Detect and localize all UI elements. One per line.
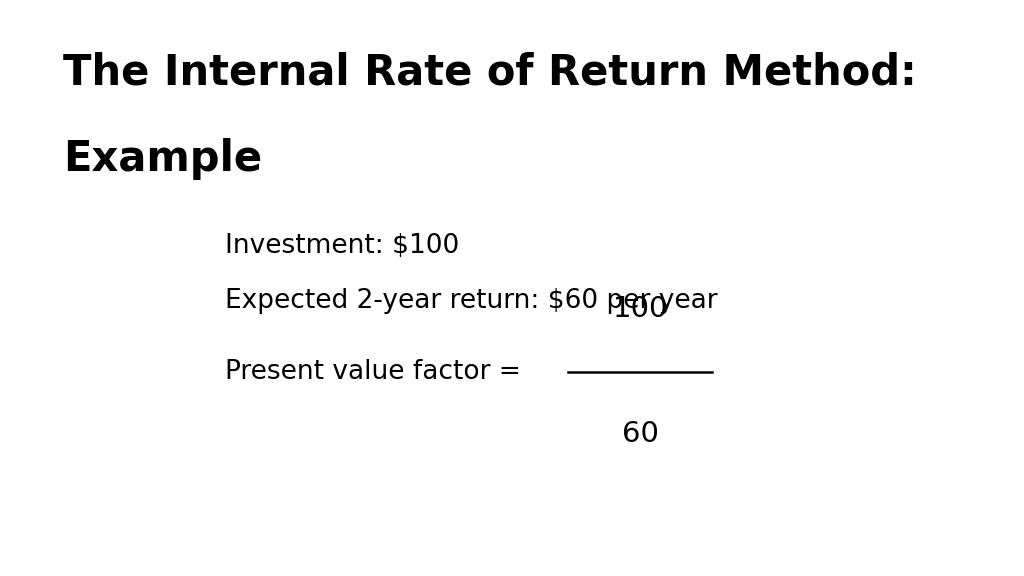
Text: Example: Example	[63, 138, 262, 180]
Text: The Internal Rate of Return Method:: The Internal Rate of Return Method:	[63, 52, 918, 94]
Text: Investment: $100: Investment: $100	[225, 233, 460, 259]
Text: 100: 100	[612, 294, 668, 323]
Text: Expected 2-year return: $60 per year: Expected 2-year return: $60 per year	[225, 288, 718, 314]
Text: Present value factor =: Present value factor =	[225, 358, 521, 385]
Text: 60: 60	[622, 420, 658, 449]
